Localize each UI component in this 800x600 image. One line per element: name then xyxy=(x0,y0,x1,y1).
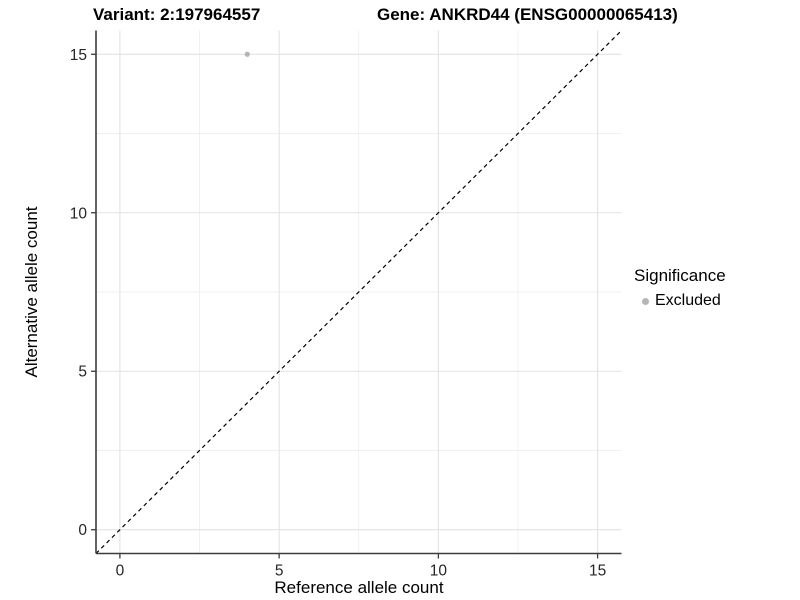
y-tick-label: 15 xyxy=(70,47,87,64)
legend-item-excluded: Excluded xyxy=(634,292,726,310)
y-tick-label: 10 xyxy=(70,205,88,222)
legend-item-label: Excluded xyxy=(655,292,721,309)
y-axis-title: Alternative allele count xyxy=(22,206,41,378)
x-tick-label: 10 xyxy=(430,563,448,580)
x-tick-label: 0 xyxy=(116,563,125,580)
x-tick-label: 15 xyxy=(589,563,606,580)
legend-title: Significance xyxy=(634,266,726,285)
y-tick-label: 5 xyxy=(78,364,87,381)
x-axis-title: Reference allele count xyxy=(274,578,444,597)
gene-title: Gene: ANKRD44 (ENSG00000065413) xyxy=(377,5,678,24)
identity-reference-line xyxy=(95,30,622,554)
x-tick-label: 5 xyxy=(275,563,284,580)
data-point xyxy=(244,51,250,57)
variant-title: Variant: 2:197964557 xyxy=(93,5,261,24)
legend: Significance Excluded xyxy=(634,266,726,310)
legend-point-icon xyxy=(642,297,649,305)
y-tick-label: 0 xyxy=(78,522,87,539)
